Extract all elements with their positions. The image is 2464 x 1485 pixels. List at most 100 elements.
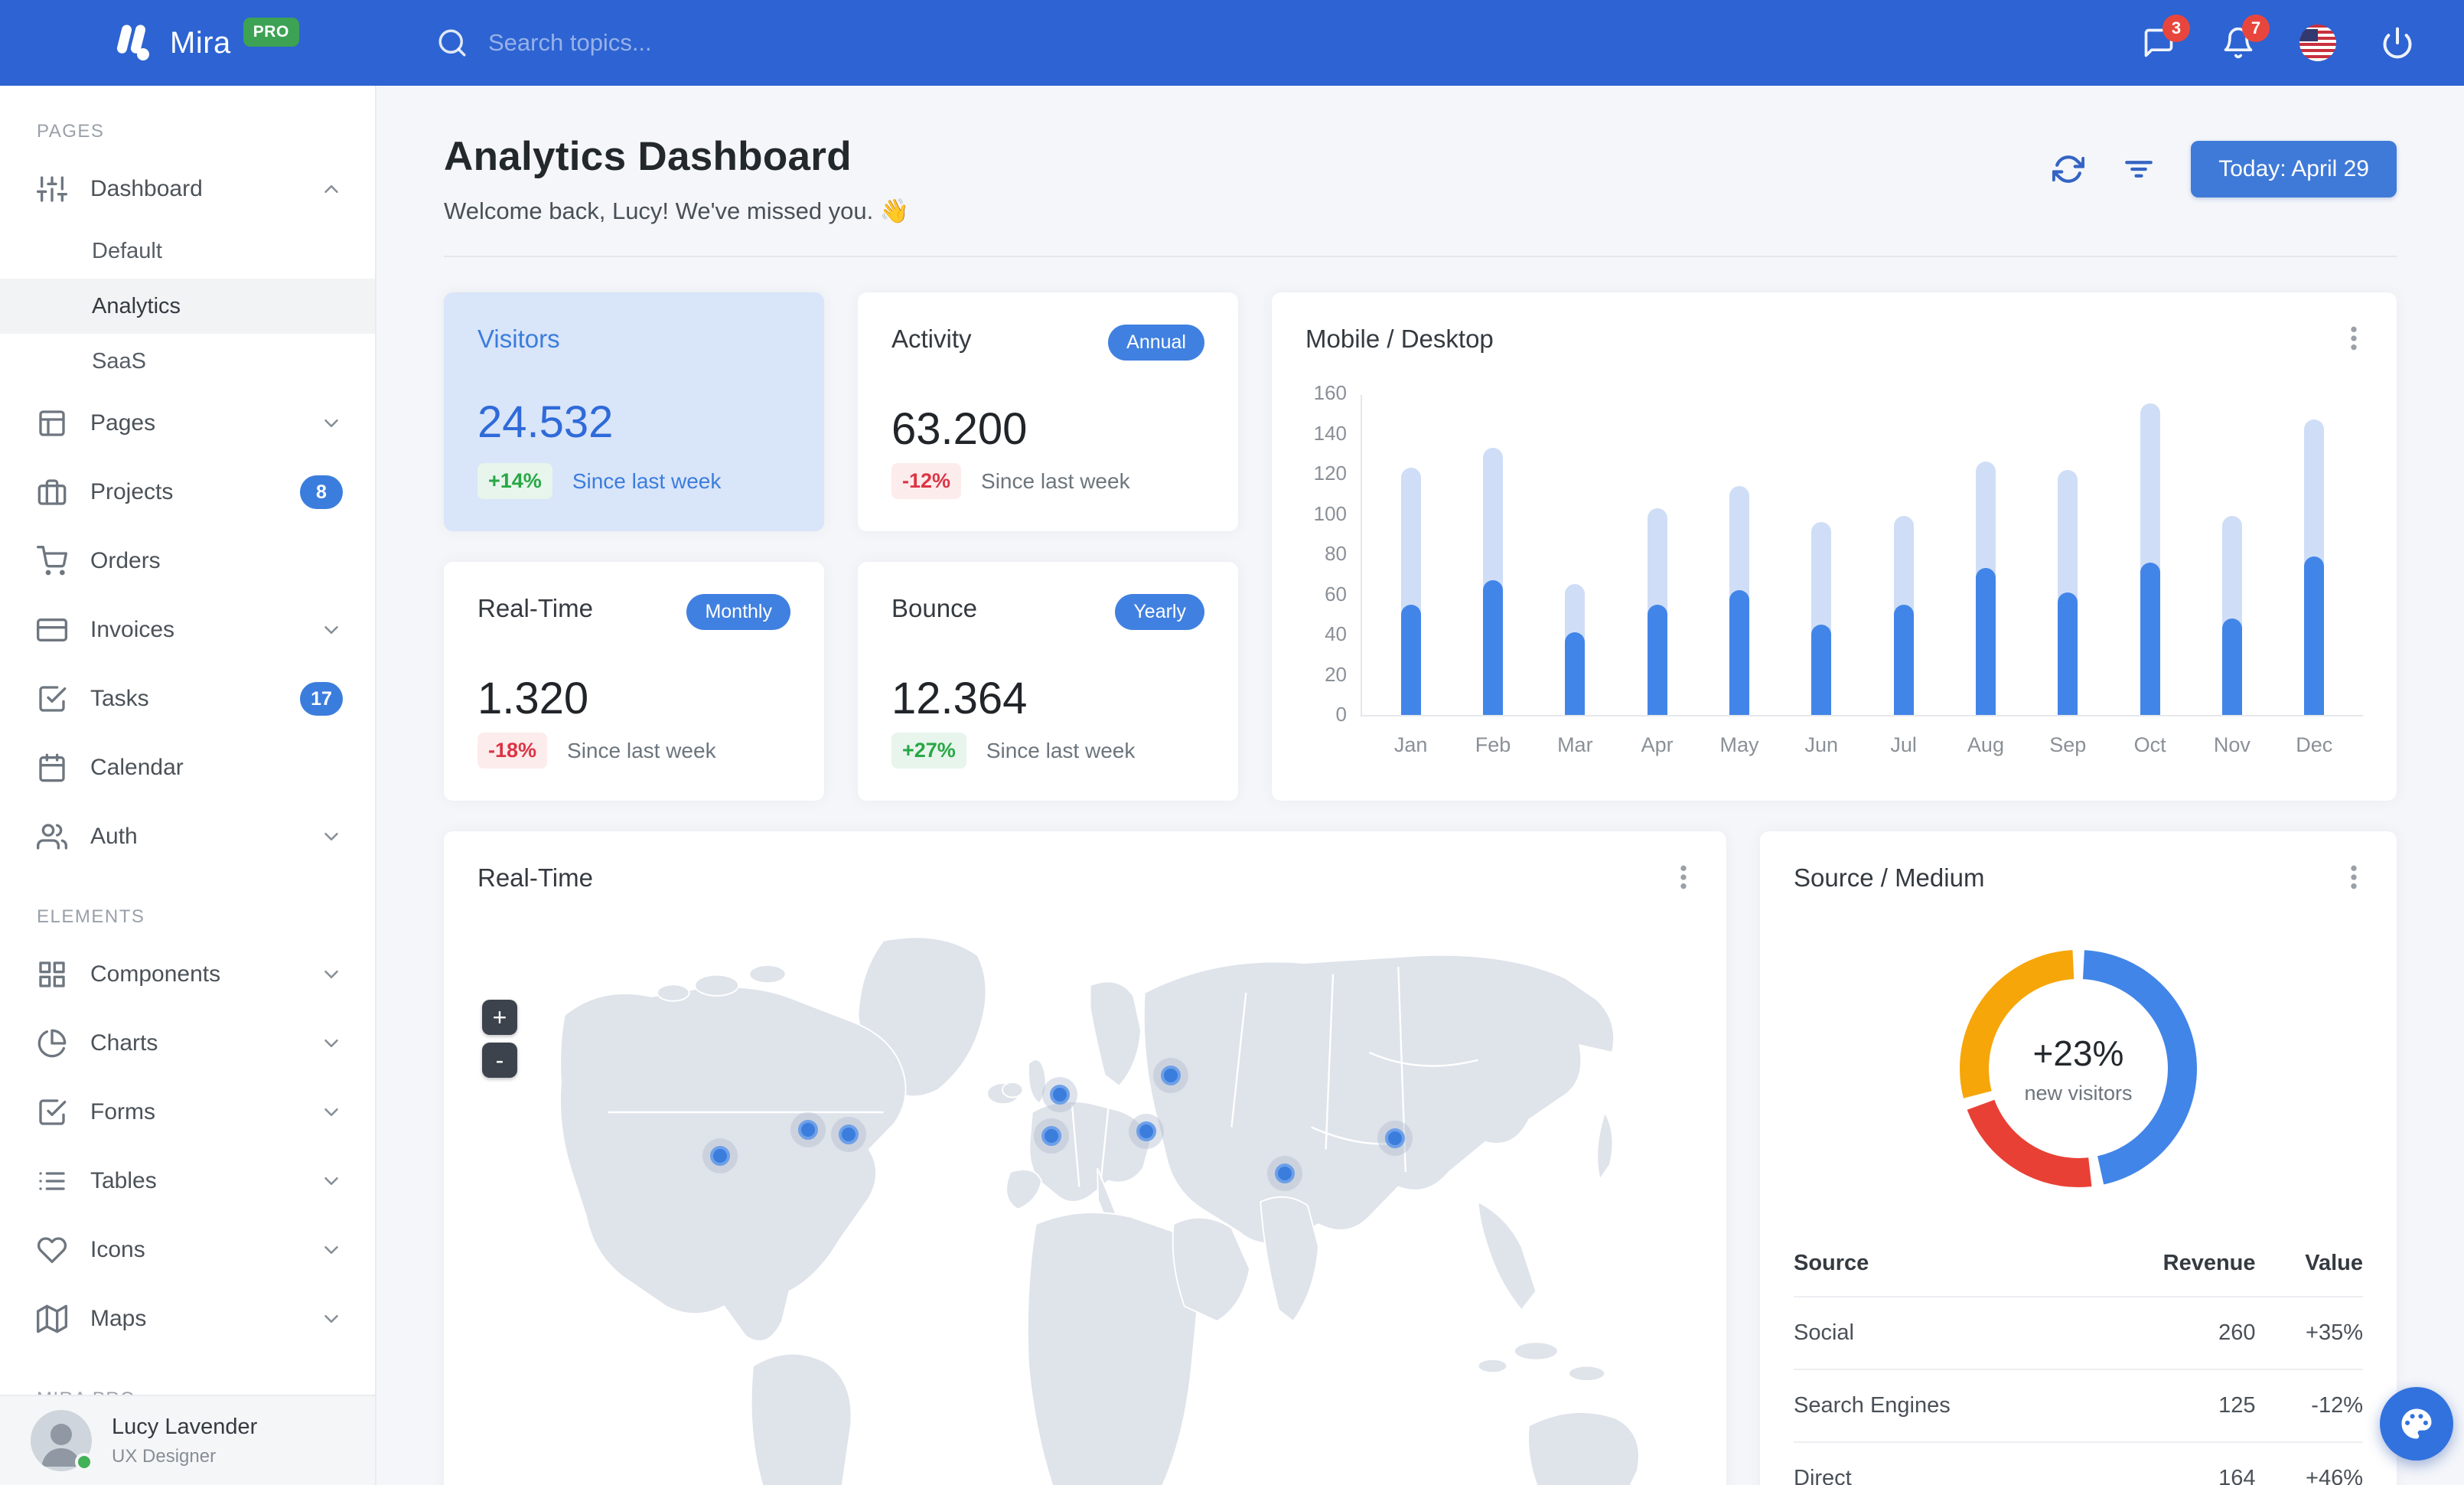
map-visitor-marker[interactable]: [1041, 1125, 1062, 1146]
cell-source: Search Engines: [1794, 1369, 2084, 1442]
sidebar-item-components[interactable]: Components: [0, 940, 375, 1009]
search-icon: [436, 27, 468, 59]
sidebar-item-icons[interactable]: Icons: [0, 1216, 375, 1284]
sidebar-item-orders[interactable]: Orders: [0, 527, 375, 596]
chevron-down-icon: [320, 412, 343, 435]
stat-delta-chip: +27%: [891, 733, 966, 769]
sidebar-item-calendar[interactable]: Calendar: [0, 733, 375, 802]
brand[interactable]: Mira PRO: [0, 18, 376, 67]
language-flag-button[interactable]: [2299, 24, 2337, 62]
cell-value: +35%: [2255, 1296, 2363, 1369]
map-zoom-in-button[interactable]: +: [482, 1000, 517, 1035]
palette-icon: [2401, 1408, 2432, 1439]
sidebar-item-dashboard[interactable]: Dashboard: [0, 155, 375, 224]
world-map-graphic: [559, 936, 1640, 1485]
brand-name: Mira: [170, 25, 231, 60]
sidebar-item-auth[interactable]: Auth: [0, 802, 375, 871]
world-map[interactable]: + -: [477, 903, 1693, 1485]
map-visitor-marker[interactable]: [1384, 1128, 1405, 1148]
stat-value: 24.532: [477, 397, 614, 447]
panel-menu-button[interactable]: [2337, 860, 2371, 894]
panel-menu-button[interactable]: [2337, 321, 2371, 355]
sidebar-item-tables[interactable]: Tables: [0, 1147, 375, 1216]
x-tick-label: May: [1719, 733, 1759, 756]
sidebar-section-label: ELEMENTS: [37, 906, 145, 927]
sidebar-item-label: Icons: [90, 1237, 145, 1262]
bar-chart-plot: [1361, 395, 2363, 716]
grid-icon: [37, 959, 67, 990]
map-visitor-marker[interactable]: [798, 1120, 819, 1140]
x-tick-label: Dec: [2296, 733, 2333, 756]
table-row: Search Engines 125 -12%: [1794, 1369, 2363, 1442]
map-visitor-marker[interactable]: [839, 1124, 859, 1144]
sidebar-item-pages[interactable]: Pages: [0, 389, 375, 458]
heart-icon: [37, 1235, 67, 1265]
notifications-button[interactable]: 7: [2219, 15, 2270, 62]
bar-nov[interactable]: [2221, 516, 2242, 715]
stat-period-pill: Yearly: [1115, 594, 1204, 630]
credit-card-icon: [37, 615, 68, 645]
sidebar-item-projects[interactable]: Projects 8: [0, 458, 375, 527]
sidebar-badge: 17: [300, 682, 343, 716]
sidebar-item-tasks[interactable]: Tasks 17: [0, 664, 375, 733]
stat-title: Real-Time: [477, 594, 593, 622]
bar-jan[interactable]: [1400, 468, 1421, 715]
map-visitor-marker[interactable]: [1049, 1085, 1070, 1105]
search-input[interactable]: [488, 29, 1039, 57]
bar-sep[interactable]: [2058, 469, 2078, 715]
date-range-button[interactable]: Today: April 29: [2191, 141, 2397, 197]
refresh-button[interactable]: [2050, 151, 2087, 188]
theme-settings-fab[interactable]: [2380, 1387, 2453, 1461]
bar-jun[interactable]: [1811, 522, 1832, 715]
panel-menu-button[interactable]: [1667, 860, 1700, 894]
map-visitor-marker[interactable]: [1274, 1164, 1295, 1183]
map-visitor-marker[interactable]: [710, 1146, 731, 1166]
stat-period-pill: Annual: [1108, 325, 1204, 361]
bar-may[interactable]: [1729, 485, 1749, 715]
table-header-value: Value: [2305, 1251, 2363, 1275]
sidebar-item-label: Charts: [90, 1030, 158, 1056]
chevron-down-icon: [320, 1170, 343, 1193]
sidebar-item-forms[interactable]: Forms: [0, 1078, 375, 1147]
map-visitor-marker[interactable]: [1160, 1066, 1181, 1085]
sidebar-item-charts[interactable]: Charts: [0, 1009, 375, 1078]
bar-aug[interactable]: [1975, 462, 1996, 715]
filter-button[interactable]: [2120, 151, 2157, 188]
sidebar-item-label: Components: [90, 961, 221, 987]
x-tick-label: Sep: [2049, 733, 2087, 756]
signout-button[interactable]: [2378, 24, 2417, 62]
stat-note: Since last week: [567, 738, 716, 762]
map-visitor-marker[interactable]: [1136, 1121, 1156, 1141]
messages-button[interactable]: 3: [2140, 15, 2190, 62]
bar-oct[interactable]: [2140, 403, 2160, 715]
sidebar-subitem-default[interactable]: Default: [92, 238, 162, 263]
sidebar-item-maps[interactable]: Maps: [0, 1284, 375, 1353]
bar-feb[interactable]: [1482, 447, 1503, 715]
bar-mar[interactable]: [1565, 584, 1586, 715]
sidebar-subitem-saas[interactable]: SaaS: [92, 348, 146, 374]
mira-logo-icon: [104, 18, 153, 67]
y-tick-label: 20: [1325, 662, 1347, 686]
bar-apr[interactable]: [1647, 508, 1667, 715]
stat-card-visitors: Visitors 24.532 +14% Since last week: [444, 292, 824, 531]
stat-note: Since last week: [986, 738, 1136, 762]
chevron-down-icon: [320, 1101, 343, 1124]
bar-jul[interactable]: [1893, 516, 1914, 715]
layout-icon: [37, 408, 67, 439]
table-row: Social 260 +35%: [1794, 1296, 2363, 1369]
x-tick-label: Oct: [2133, 733, 2166, 756]
navbar-actions: 3 7: [2140, 15, 2464, 62]
map-zoom-out-button[interactable]: -: [482, 1043, 517, 1078]
list-icon: [37, 1166, 67, 1196]
bar-dec[interactable]: [2304, 419, 2325, 715]
table-row: Direct 164 +46%: [1794, 1441, 2363, 1485]
y-tick-label: 40: [1325, 622, 1347, 645]
sidebar-badge: 8: [300, 475, 343, 509]
user-profile[interactable]: Lucy Lavender UX Designer: [0, 1395, 375, 1485]
realtime-map-panel: Real-Time: [444, 831, 1726, 1485]
kebab-icon: [1680, 865, 1687, 889]
sidebar-subitem-analytics[interactable]: Analytics: [0, 279, 375, 334]
sidebar-item-invoices[interactable]: Invoices: [0, 596, 375, 664]
sidebar-item-label: Forms: [90, 1099, 155, 1124]
sidebar-item-label: Projects: [90, 479, 174, 504]
